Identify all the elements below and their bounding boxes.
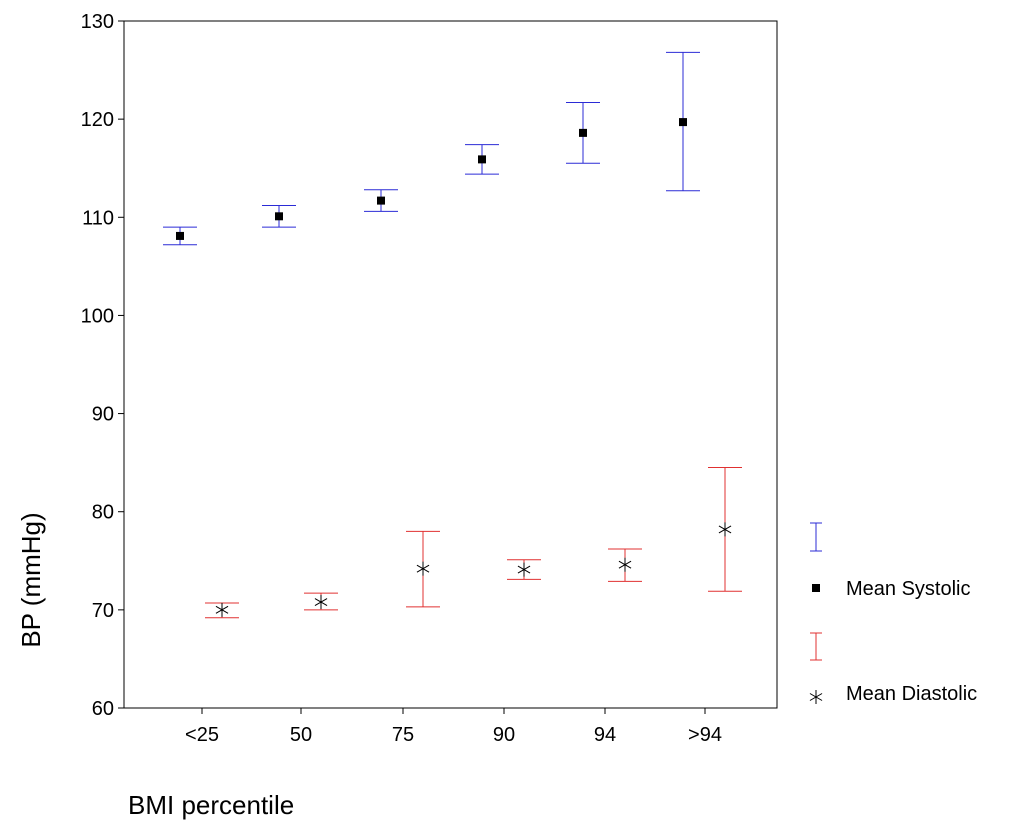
x-tick-label: 50 (290, 724, 312, 746)
legend-systolic-errorbar (810, 522, 822, 552)
asterisk-stroke (618, 560, 632, 569)
x-tick-label: >94 (688, 724, 722, 746)
mean-point-asterisk (416, 561, 430, 576)
mean-point-asterisk (215, 602, 229, 617)
y-tick-label: 110 (82, 207, 114, 229)
series-systolic (163, 51, 700, 246)
legend-systolic-marker (812, 584, 820, 592)
mean-point-square (679, 118, 687, 127)
legend-diastolic-label: Mean Diastolic (846, 683, 977, 705)
mean-point-asterisk (314, 595, 328, 610)
y-tick-label: 120 (81, 109, 114, 131)
y-tick-label: 70 (92, 600, 114, 622)
plot-area-border (123, 20, 778, 709)
x-tick-label: 75 (392, 724, 414, 746)
y-axis: 60 70 80 90 100 110 120 130 (81, 11, 124, 720)
plot-frame (123, 20, 778, 709)
x-tick-label: 94 (594, 724, 616, 746)
legend-diastolic-marker (809, 690, 823, 704)
y-tick-label: 100 (81, 305, 114, 327)
asterisk-stroke (416, 564, 430, 573)
legend-diastolic-errorbar (810, 632, 822, 661)
mean-point-asterisk (517, 562, 531, 577)
mean-point-square (478, 155, 486, 164)
asterisk-stroke (314, 598, 328, 606)
mean-point-asterisk (618, 557, 632, 572)
x-tick-label: <25 (185, 724, 219, 746)
y-tick-label: 90 (92, 404, 114, 426)
legend: Mean Systolic Mean Diastolic (809, 522, 977, 705)
asterisk-stroke (517, 565, 531, 574)
asterisk-stroke (718, 525, 732, 534)
x-axis-title: BMI percentile (128, 790, 294, 820)
series-layer (163, 51, 742, 619)
asterisk-stroke (809, 693, 823, 701)
x-axis: <25 50 75 90 94 >94 (185, 708, 722, 746)
mean-point-asterisk (718, 522, 732, 537)
legend-systolic-label: Mean Systolic (846, 578, 971, 600)
x-tick-label: 90 (493, 724, 515, 746)
mean-point-square (275, 212, 283, 221)
y-axis-title: BP (mmHg) (16, 512, 46, 647)
mean-point-square (579, 128, 587, 137)
mean-point-square (176, 231, 184, 240)
asterisk-stroke (215, 605, 229, 614)
y-tick-label: 130 (81, 11, 114, 33)
y-tick-label: 60 (92, 698, 114, 720)
mean-point-square (377, 196, 385, 205)
y-tick-label: 80 (92, 502, 114, 524)
series-diastolic (205, 467, 742, 619)
